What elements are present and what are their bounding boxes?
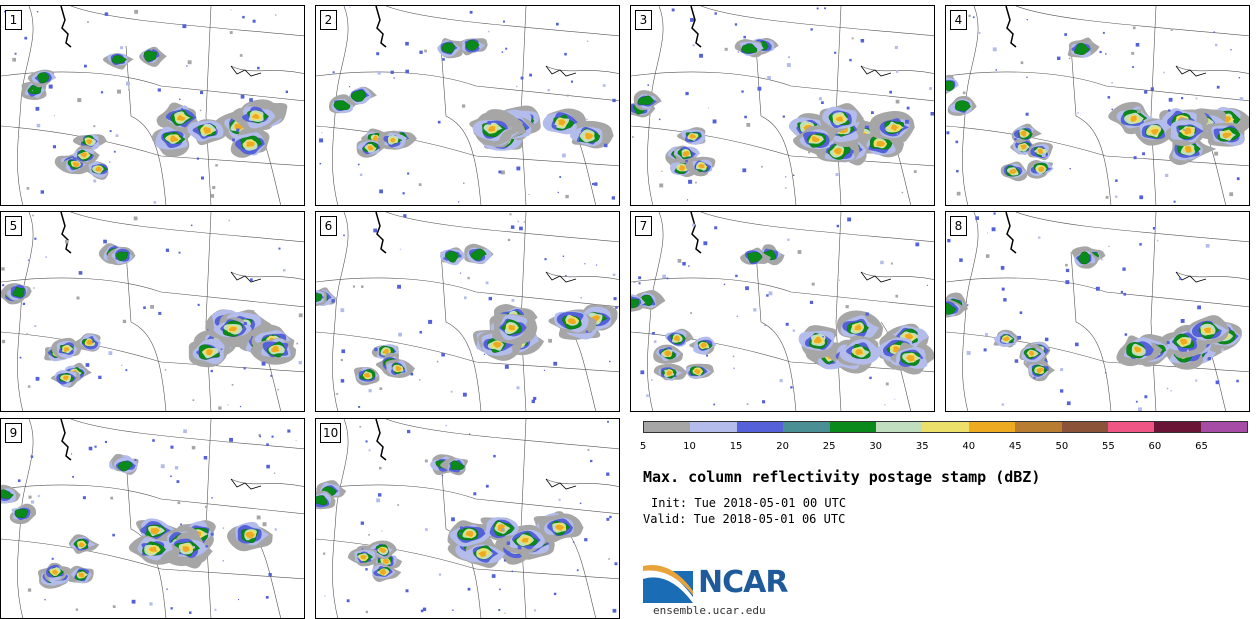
radar-map: [631, 212, 934, 411]
legend-swatch: [736, 422, 784, 432]
legend-tick: 15: [729, 441, 743, 452]
ncar-logo[interactable]: NCAR: [643, 563, 803, 607]
legend-swatch: [783, 422, 830, 432]
legend-swatch: [1154, 422, 1201, 432]
page-title: Max. column reflectivity postage stamp (…: [643, 468, 1041, 486]
logo-text: NCAR: [698, 565, 788, 600]
legend-tick: 5: [639, 441, 647, 452]
valid-time: Valid: Tue 2018-05-01 06 UTC: [643, 512, 846, 526]
member-number: 5: [5, 216, 22, 236]
radar-map: [1, 419, 304, 618]
ensemble-member-panel[interactable]: 8: [945, 211, 1250, 412]
legend-tick: 20: [776, 441, 789, 452]
member-number: 6: [320, 216, 337, 236]
legend-swatch: [875, 422, 923, 432]
legend-tick: 45: [1008, 441, 1022, 452]
ensemble-member-panel[interactable]: 5: [0, 211, 305, 412]
init-time: Init: Tue 2018-05-01 00 UTC: [651, 496, 847, 510]
ensemble-member-panel[interactable]: 1: [0, 5, 305, 206]
legend-tick: 65: [1195, 441, 1208, 452]
radar-map: [316, 419, 619, 618]
legend-tick: 25: [822, 441, 836, 452]
member-number: 10: [320, 423, 342, 443]
ensemble-member-panel[interactable]: 10: [315, 418, 620, 619]
member-number: 3: [635, 10, 652, 30]
legend-tick: 60: [1148, 441, 1162, 452]
radar-map: [1, 6, 304, 205]
radar-map: [316, 212, 619, 411]
legend-swatch: [1015, 422, 1062, 432]
legend-swatch: [1200, 422, 1248, 432]
legend-tick: 35: [915, 441, 929, 452]
ensemble-member-panel[interactable]: 2: [315, 5, 620, 206]
legend-swatch: [1107, 422, 1155, 432]
legend-tick: 40: [962, 441, 976, 452]
member-number: 9: [5, 423, 22, 443]
ensemble-member-panel[interactable]: 4: [945, 5, 1250, 206]
member-number: 8: [950, 216, 967, 236]
radar-map: [316, 6, 619, 205]
legend-swatch: [690, 422, 737, 432]
legend-swatch: [968, 422, 1016, 432]
legend-color-bar: [643, 421, 1248, 433]
radar-map: [1, 212, 304, 411]
radar-map: [946, 212, 1249, 411]
legend-tick: 30: [869, 441, 883, 452]
legend-swatch: [644, 422, 691, 432]
member-number: 7: [635, 216, 652, 236]
legend-tick-labels: 5 10 15 20 25 30 35 40 45 50 55 60 65: [639, 441, 1248, 455]
site-url[interactable]: ensemble.ucar.edu: [653, 604, 766, 617]
member-number: 2: [320, 10, 337, 30]
member-number: 1: [5, 10, 22, 30]
member-number: 4: [950, 10, 967, 30]
ensemble-member-panel[interactable]: 9: [0, 418, 305, 619]
ncar-swoosh-icon: [643, 565, 693, 603]
legend-tick: 55: [1102, 441, 1115, 452]
legend-swatch: [829, 422, 876, 432]
legend-tick: 10: [683, 441, 696, 452]
ensemble-member-panel[interactable]: 3: [630, 5, 935, 206]
legend-swatch: [1061, 422, 1108, 432]
radar-map: [631, 6, 934, 205]
legend-tick: 50: [1055, 441, 1069, 452]
ensemble-member-panel[interactable]: 7: [630, 211, 935, 412]
radar-map: [946, 6, 1249, 205]
ensemble-member-panel[interactable]: 6: [315, 211, 620, 412]
legend-swatch: [922, 422, 969, 432]
